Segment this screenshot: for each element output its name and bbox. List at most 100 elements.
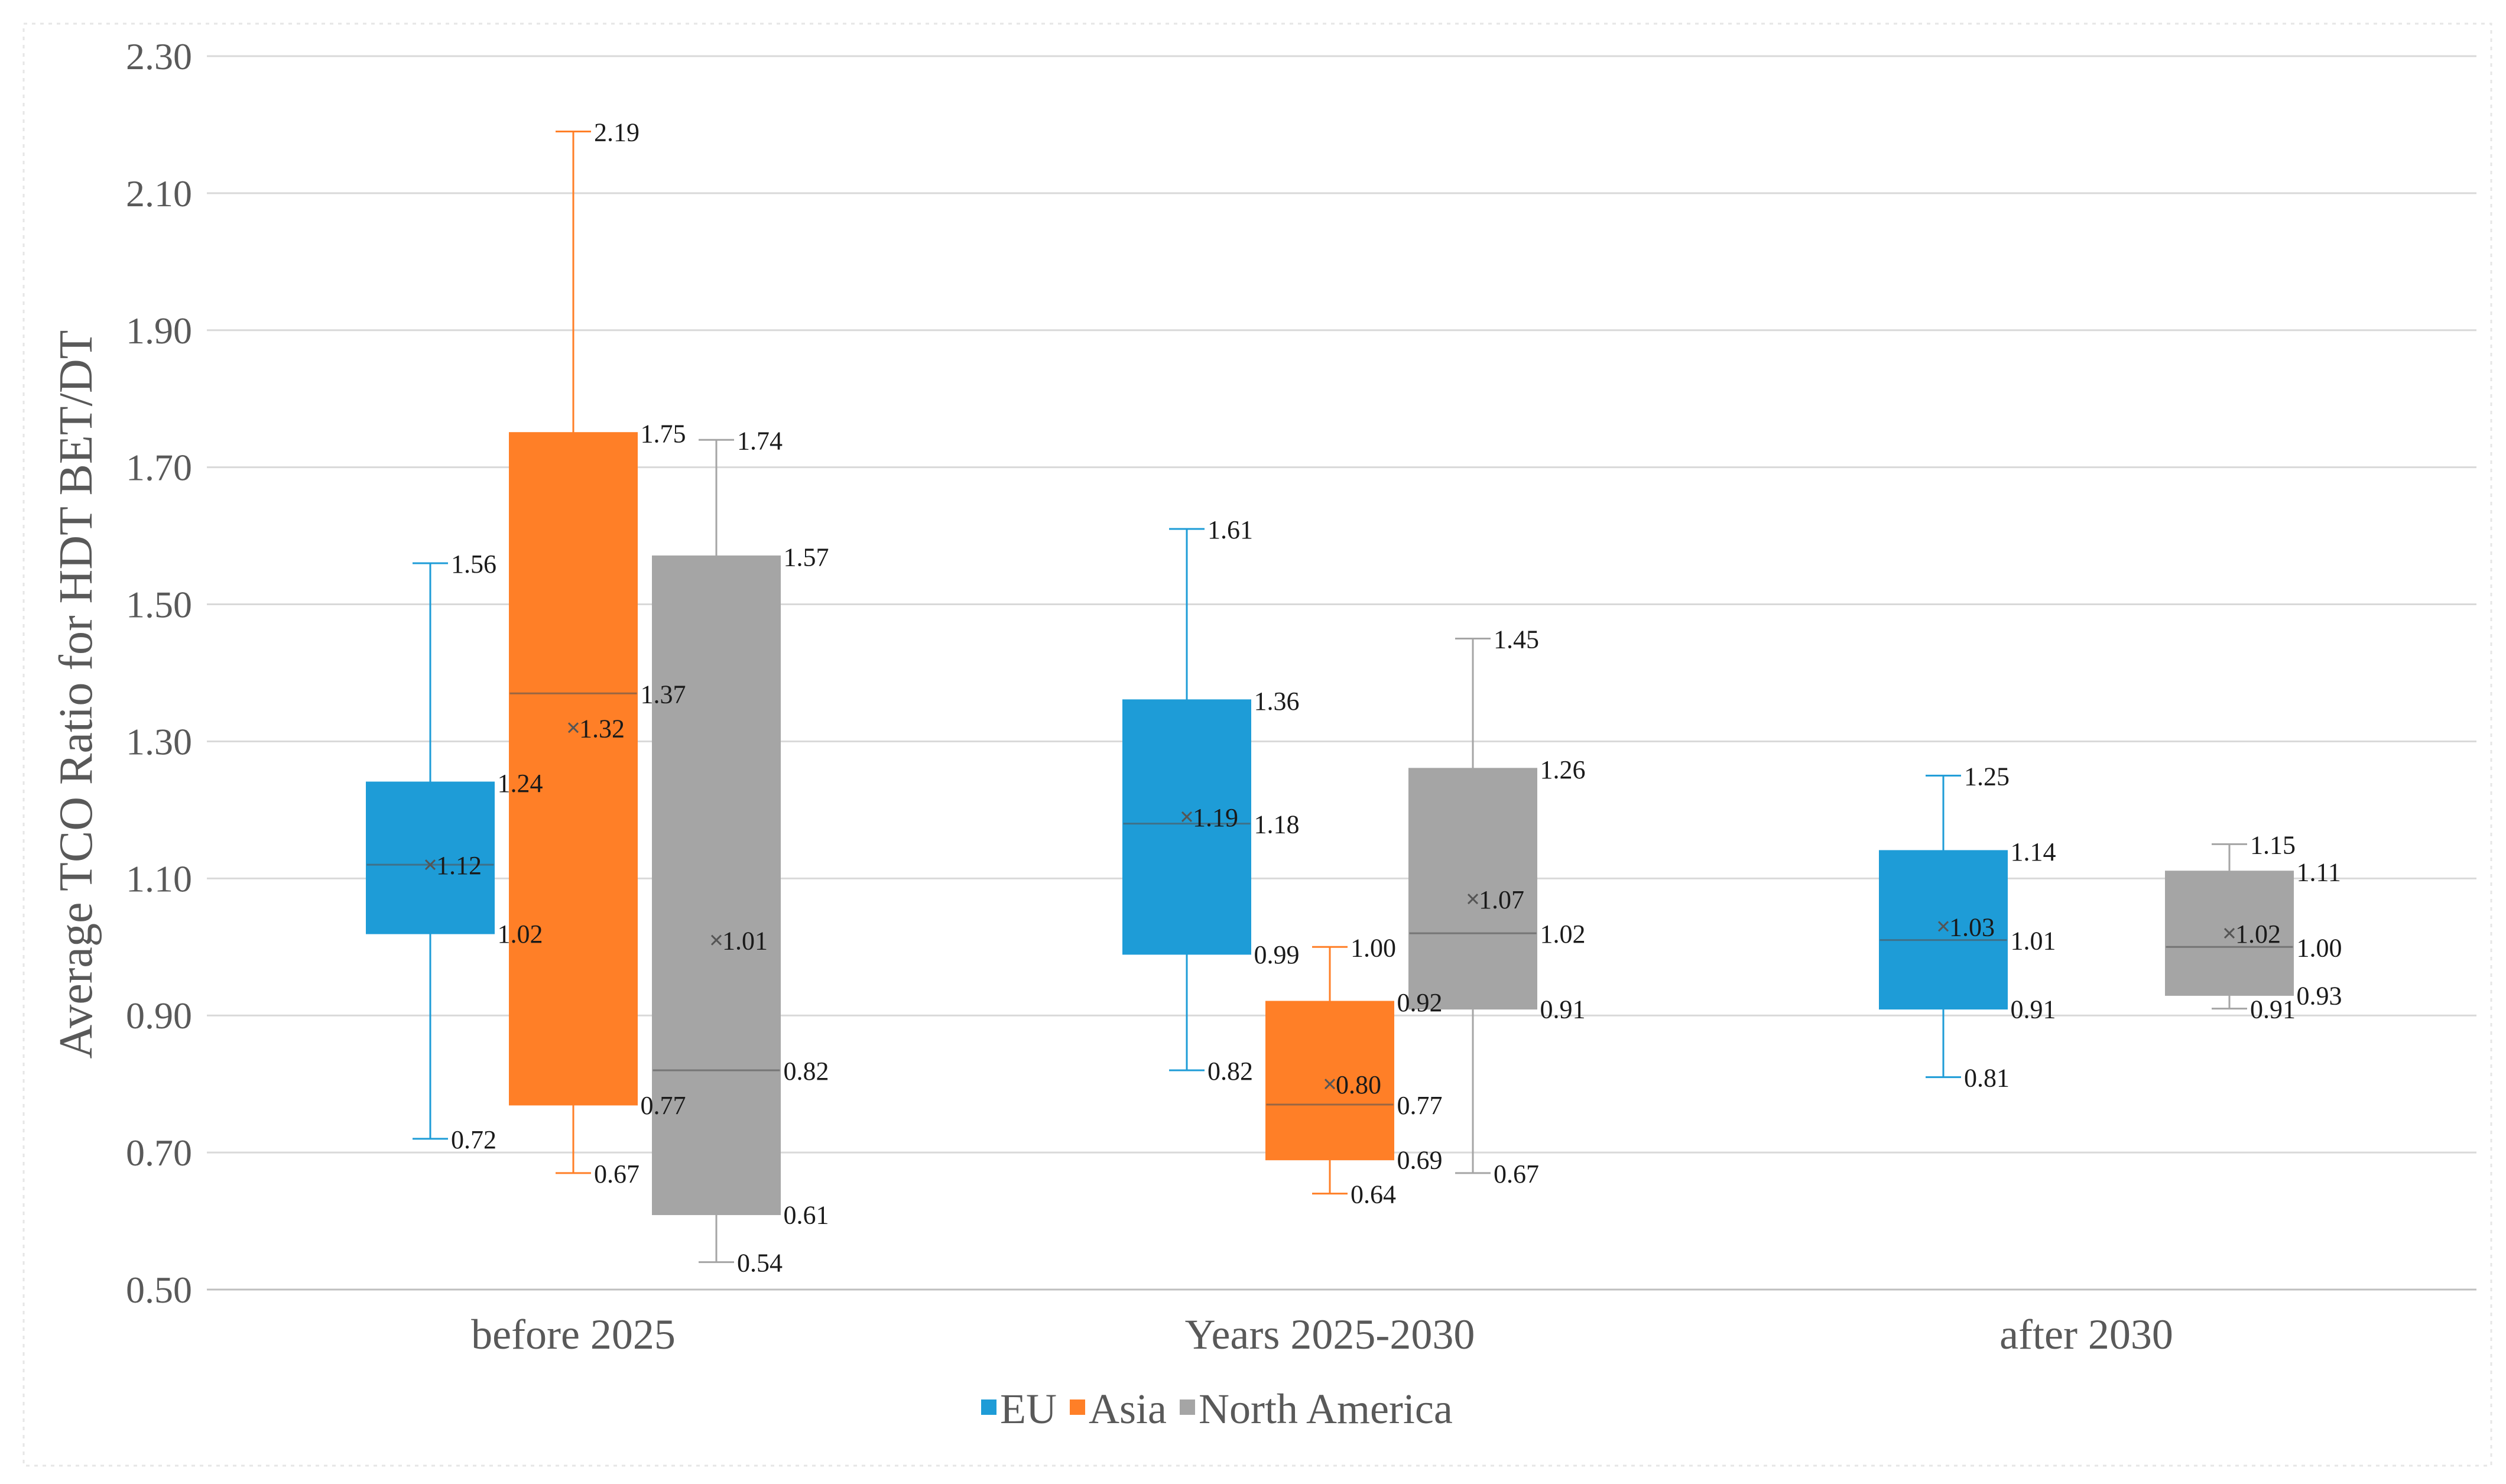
legend-label: Asia	[1089, 1385, 1167, 1433]
x-axis-categories: before 2025 Years 2025-2030 after 2030	[471, 1311, 2173, 1358]
y-axis-title: Average TCO Ratio for HDT BET/DT	[50, 330, 102, 1058]
data-label: 1.75	[641, 420, 686, 449]
y-tick-label: 2.30	[126, 35, 192, 77]
data-label: 1.37	[641, 680, 686, 709]
data-label: 1.32	[579, 714, 625, 743]
data-label: 1.24	[498, 769, 543, 798]
data-label: 1.57	[784, 543, 829, 571]
data-label: 0.69	[1397, 1146, 1443, 1175]
y-tick-label: 1.90	[126, 310, 192, 352]
data-label: 1.56	[451, 550, 496, 579]
box-eu	[366, 562, 495, 1140]
data-label: 0.67	[1494, 1160, 1539, 1189]
data-label: 1.18	[1254, 810, 1300, 839]
data-label: 1.36	[1254, 687, 1300, 716]
data-label: 0.91	[1540, 995, 1586, 1024]
data-label: 0.72	[451, 1125, 496, 1154]
data-label: 1.02	[2235, 920, 2281, 949]
y-tick-label: 2.10	[126, 173, 192, 215]
y-tick-label: 0.50	[126, 1269, 192, 1311]
data-label: 1.02	[1540, 920, 1586, 949]
legend-label: North America	[1199, 1385, 1453, 1433]
legend-item-north-america: North America	[1179, 1385, 1453, 1433]
data-label: 0.80	[1336, 1070, 1381, 1099]
data-labels: 1.24 1.02 1.56 0.72 1.12 1.36 1.18 0.99 1.61 0.82…	[436, 118, 2342, 1278]
mean-marker	[710, 934, 722, 946]
data-label: 0.99	[1254, 940, 1300, 969]
data-label: 0.61	[784, 1200, 829, 1229]
y-tick-label: 1.10	[126, 858, 192, 900]
mean-marker	[1467, 894, 1479, 905]
box-body	[366, 781, 495, 934]
mean-marker	[1181, 811, 1193, 823]
legend-item-eu: EU	[981, 1385, 1057, 1433]
data-label: 1.02	[498, 920, 543, 949]
box-north-america	[652, 439, 781, 1264]
data-label: 0.77	[1397, 1091, 1443, 1120]
data-label: 1.01	[2011, 927, 2056, 956]
chart-border	[22, 22, 2492, 1467]
data-label: 1.03	[1949, 913, 1995, 941]
y-tick-label: 0.70	[126, 1132, 192, 1174]
mean-marker	[567, 722, 579, 733]
y-tick-label: 1.30	[126, 720, 192, 762]
data-label: 1.74	[737, 426, 783, 455]
box-body	[652, 555, 781, 1215]
x-category-label: before 2025	[471, 1311, 676, 1358]
box-asia	[1265, 946, 1394, 1195]
data-label: 0.92	[1397, 988, 1443, 1017]
x-category-label: after 2030	[1999, 1311, 2173, 1358]
data-label: 0.81	[1964, 1064, 2010, 1093]
data-label: 0.64	[1351, 1180, 1396, 1209]
box-north-america	[2165, 843, 2294, 1010]
data-label: 2.19	[594, 118, 640, 147]
mean-marker	[1937, 921, 1949, 932]
data-label: 0.82	[1207, 1057, 1253, 1086]
data-label: 1.01	[722, 927, 768, 956]
data-label: 0.91	[2011, 995, 2056, 1024]
mean-marker	[424, 859, 436, 871]
legend-swatch	[981, 1399, 996, 1415]
legend: EU Asia North America	[981, 1385, 1453, 1433]
data-label: 1.07	[1479, 885, 1524, 914]
box-asia	[509, 131, 638, 1174]
data-label: 0.54	[737, 1249, 783, 1278]
y-tick-label: 1.70	[126, 447, 192, 489]
mean-marker	[2223, 928, 2235, 939]
data-label: 0.77	[641, 1091, 686, 1120]
data-label: 1.26	[1540, 755, 1586, 784]
data-label: 1.00	[1351, 933, 1396, 962]
x-category-label: Years 2025-2030	[1185, 1311, 1475, 1358]
y-tick-label: 1.50	[126, 584, 192, 626]
data-label: 1.25	[1964, 762, 2010, 791]
box-series-group	[366, 131, 2294, 1264]
data-label: 0.67	[594, 1160, 640, 1189]
box-body	[1265, 1001, 1394, 1161]
legend-item-asia: Asia	[1069, 1385, 1167, 1433]
legend-swatch	[1069, 1399, 1085, 1415]
box-body	[1879, 850, 2008, 1010]
data-label: 1.45	[1494, 625, 1539, 654]
box-north-america	[1408, 638, 1537, 1174]
box-body	[1408, 768, 1537, 1010]
data-label: 1.61	[1207, 515, 1253, 544]
data-label: 1.11	[2297, 858, 2341, 887]
data-label: 1.15	[2250, 830, 2296, 859]
legend-swatch	[1179, 1399, 1195, 1415]
data-label: 0.82	[784, 1057, 829, 1086]
box-body	[1122, 699, 1251, 955]
data-label: 1.19	[1193, 803, 1238, 832]
data-label: 1.12	[436, 851, 482, 880]
box-eu	[1122, 528, 1251, 1071]
box-eu	[1879, 774, 2008, 1079]
data-label: 1.00	[2297, 933, 2342, 962]
y-tick-label: 0.90	[126, 995, 192, 1037]
data-label: 0.93	[2297, 981, 2342, 1010]
data-label: 1.14	[2011, 837, 2056, 866]
box-body	[509, 432, 638, 1106]
y-axis-ticks: 0.50 0.70 0.90 1.10 1.30 1.50 1.70 1.90 2.10 2.30	[126, 35, 192, 1311]
mean-marker	[1324, 1079, 1336, 1090]
data-label: 0.91	[2250, 995, 2296, 1024]
